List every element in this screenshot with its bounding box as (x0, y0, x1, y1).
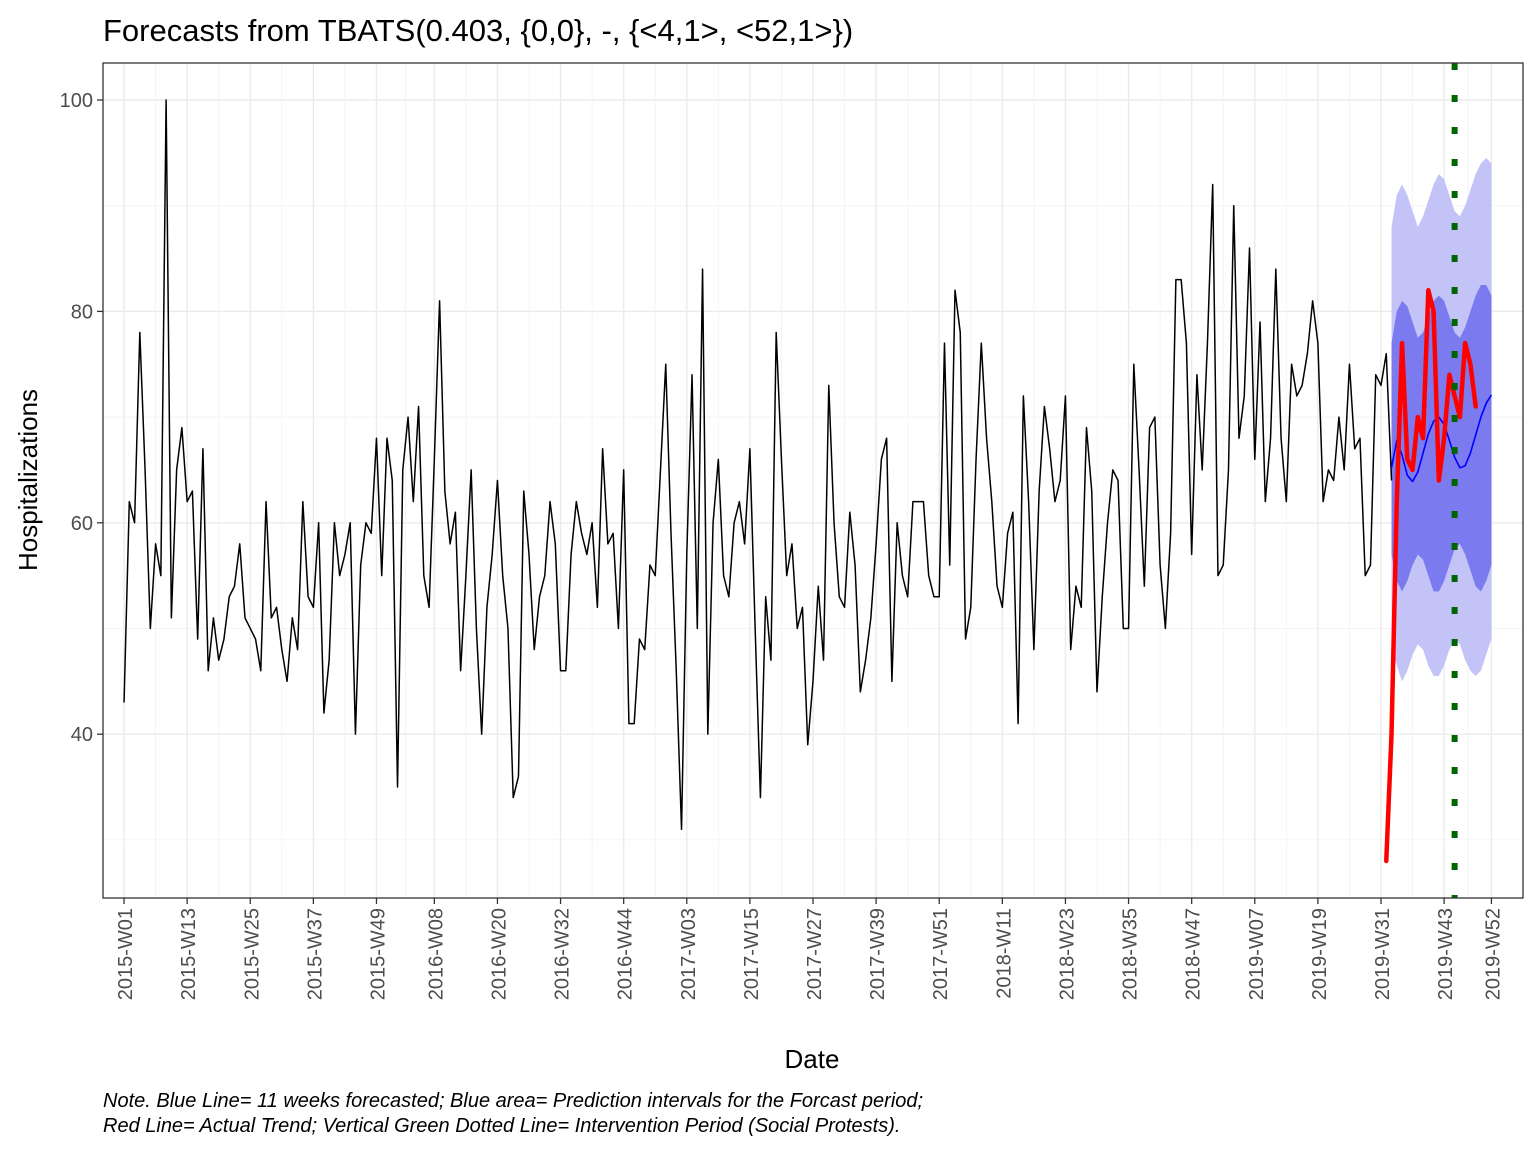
x-tick-label: 2017-W27 (804, 908, 826, 1000)
y-tick-label: 60 (71, 513, 93, 535)
x-tick-label: 2015-W37 (304, 908, 326, 1000)
x-tick-label: 2018-W35 (1120, 908, 1142, 1000)
forecast-series-line (1390, 394, 1493, 483)
series-lines (123, 99, 1493, 864)
x-tick-label: 2018-W47 (1183, 908, 1205, 1000)
x-tick-label: 2015-W49 (367, 908, 389, 1000)
x-tick-label: 2019-W07 (1246, 908, 1268, 1000)
observed-series-line (123, 99, 1393, 831)
x-tick-label: 2015-W25 (241, 908, 263, 1000)
y-axis-title: Hospitalizations (13, 389, 43, 571)
x-tick-label: 2017-W03 (678, 908, 700, 1000)
x-tick-label: 2016-W08 (425, 908, 447, 1000)
x-tick-label: 2018-W23 (1056, 908, 1078, 1000)
note-line-2: Red Line= Actual Trend; Vertical Green D… (103, 1115, 900, 1137)
x-tick-label: 2018-W11 (993, 908, 1015, 999)
actual-trend-line (1384, 288, 1478, 864)
y-tick-label: 40 (71, 724, 93, 746)
x-tick-label: 2019-W52 (1482, 908, 1504, 1000)
chart-title: Forecasts from TBATS(0.403, {0,0}, -, {<… (103, 13, 853, 48)
prediction-interval-80 (1391, 284, 1492, 592)
x-tick-label: 2016-W32 (552, 908, 574, 1000)
y-tick-label: 80 (71, 301, 93, 323)
x-tick-label: 2019-W19 (1309, 908, 1331, 1000)
x-tick-label: 2015-W13 (178, 908, 200, 1000)
x-tick-label: 2015-W01 (115, 908, 137, 1000)
x-tick-label: 2017-W15 (741, 908, 763, 1000)
x-axis-title: Date (785, 1044, 840, 1074)
x-tick-label: 2016-W44 (615, 908, 637, 1000)
x-tick-label: 2016-W20 (488, 908, 510, 1000)
x-tick-label: 2017-W51 (930, 908, 952, 1000)
y-tick-label: 100 (60, 90, 93, 112)
x-axis: 2015-W01 2015-W13 2015-W25 2015-W37 2015-W49… (115, 898, 1504, 1000)
y-axis: 40 60 80 100 (60, 90, 103, 746)
grid-lines (103, 63, 1523, 898)
x-tick-label: 2019-W31 (1372, 908, 1394, 1000)
x-tick-label: 2019-W43 (1435, 908, 1457, 1000)
x-tick-label: 2017-W39 (867, 908, 889, 1000)
note-line-1: Note. Blue Line= 11 weeks forecasted; Bl… (103, 1090, 923, 1112)
